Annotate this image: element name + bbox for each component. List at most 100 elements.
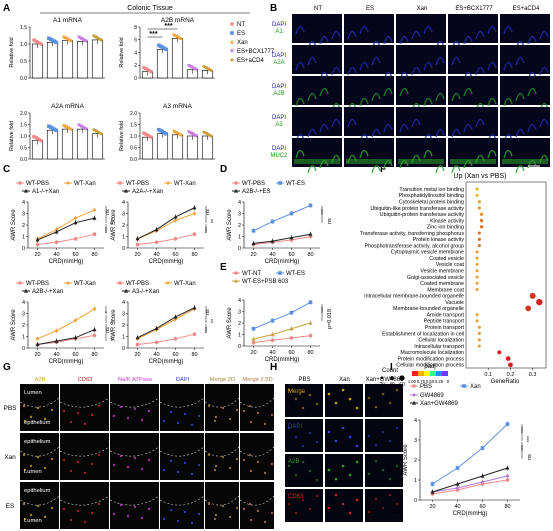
x-tick-label: 60 xyxy=(479,504,485,510)
crypt-shape xyxy=(451,164,461,174)
series-line xyxy=(137,233,195,246)
data-point xyxy=(308,320,313,325)
go-term-label: Vacuole xyxy=(445,300,464,306)
crypt-shape xyxy=(435,92,445,102)
crypt-shape xyxy=(371,128,381,138)
x-tick-label: 80 xyxy=(91,252,97,258)
signal-dot xyxy=(341,388,345,392)
go-term-label: Cytoskeletal protein binding xyxy=(399,199,464,205)
data-point xyxy=(135,335,140,340)
go-dot xyxy=(479,212,484,216)
row-label-marker: A2B xyxy=(273,91,284,97)
data-point xyxy=(188,131,193,136)
signal-dot xyxy=(327,506,331,510)
x-tick-label: 40 xyxy=(454,504,460,510)
signal-dot xyxy=(221,406,225,410)
padj-legend-title: padj xyxy=(424,364,435,370)
bar xyxy=(156,49,169,79)
data-point xyxy=(430,482,435,486)
crypt-shape xyxy=(487,97,497,107)
signal-dot xyxy=(126,465,130,469)
crypt-shape xyxy=(487,61,497,71)
data-point xyxy=(270,332,275,337)
bar-chart-a2a-mrna: A2A mRNA 0.0 0.5 1.0 1.5 2.0 Relative fold xyxy=(9,103,105,163)
panel-letter-G: G xyxy=(3,362,11,373)
signal-dot xyxy=(112,512,116,516)
legend-entry: A1-/-+Xan xyxy=(32,189,59,195)
crypt-shape xyxy=(503,149,513,159)
column-label: PBS xyxy=(298,377,310,383)
data-point xyxy=(230,39,234,44)
go-dot xyxy=(475,275,479,279)
signal-dot xyxy=(256,509,260,513)
crypt-shape xyxy=(487,149,497,159)
signal-dot xyxy=(381,392,385,396)
dotplot-title: Up (Xan vs PBS) xyxy=(454,173,507,180)
panel-g-grid: A2B CD63 Na/K ATPase DAPI Merge 2D Merge 2.5D… xyxy=(3,377,275,529)
micrograph xyxy=(285,384,323,417)
signal-dot xyxy=(183,412,187,416)
x-tick-label: 60 xyxy=(72,352,78,358)
bar xyxy=(76,128,89,160)
signal-dot xyxy=(341,426,345,430)
signal-dot xyxy=(374,405,378,409)
signal-dot xyxy=(213,468,217,472)
signal-dot xyxy=(395,502,399,506)
signal-dot xyxy=(22,502,26,506)
signal-dot xyxy=(334,439,338,443)
x-tick-label: 60 xyxy=(288,350,294,356)
sig-label: ** xyxy=(211,318,217,323)
series-line xyxy=(137,308,195,340)
data-point xyxy=(173,218,178,223)
legend-entry: A3-/-+Xan xyxy=(132,289,159,295)
y-axis-label: AWR Score xyxy=(11,209,17,241)
signal-dot xyxy=(348,473,352,477)
signal-dot xyxy=(228,466,232,470)
data-point xyxy=(78,124,83,129)
y-tick-label: 6 xyxy=(134,38,137,44)
data-point xyxy=(412,384,416,388)
crypt-shape xyxy=(371,56,381,66)
subplot-title: A1 mRNA xyxy=(53,17,83,24)
crypt-shape xyxy=(411,66,421,76)
micrograph xyxy=(344,45,394,74)
legend-entry: WT-PBS xyxy=(26,181,49,187)
data-point xyxy=(179,132,184,137)
y-tick-label: 3 xyxy=(122,211,125,217)
y-tick-label: 3 xyxy=(22,311,25,317)
x-tick-label: 40 xyxy=(53,352,59,358)
go-dot xyxy=(475,313,479,317)
data-point xyxy=(135,242,140,247)
signal-dot xyxy=(43,417,47,421)
signal-dot xyxy=(62,507,66,511)
row-label: A2B xyxy=(288,459,299,465)
bar xyxy=(46,41,59,79)
signal-dot xyxy=(90,413,94,417)
micrograph xyxy=(160,482,204,529)
data-point xyxy=(251,228,256,233)
crypt-shape xyxy=(475,66,485,76)
series-line xyxy=(137,307,195,339)
data-point xyxy=(99,37,104,42)
data-point xyxy=(124,188,128,193)
signal-dot xyxy=(169,508,173,512)
row-label-dapi: DAPI xyxy=(272,84,286,90)
x-axis-label: GeneRatio xyxy=(491,379,520,385)
signal-dot xyxy=(308,431,312,435)
go-term-label: Membrane-bounded organelle xyxy=(393,306,464,312)
data-point xyxy=(92,232,97,236)
signal-dot xyxy=(248,404,252,408)
crypt-shape xyxy=(463,87,473,97)
signal-dot xyxy=(112,414,116,418)
go-dot xyxy=(529,292,536,299)
data-point xyxy=(39,138,43,143)
sig-label: ns xyxy=(105,209,111,215)
data-point xyxy=(80,37,85,42)
sig-label: *** xyxy=(149,31,157,38)
x-axis-label: CRD(mmHg) xyxy=(265,259,300,265)
signal-dot xyxy=(183,461,187,465)
series-line xyxy=(432,423,508,485)
legend-entry: WT-Xan xyxy=(74,181,96,187)
panel-e-chart: 0 1 2 3 4 20 40 60 80 CRD(mmHg) AWR Score WT-NT WT-E… xyxy=(227,271,333,363)
data-point xyxy=(278,181,282,185)
